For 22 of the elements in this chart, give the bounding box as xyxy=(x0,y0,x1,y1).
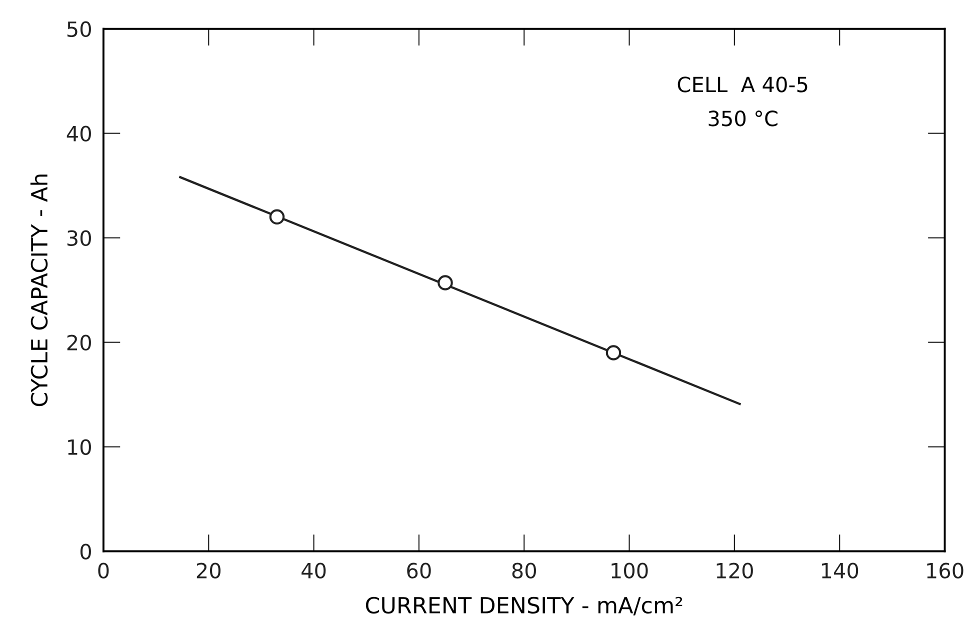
point xyxy=(606,345,622,360)
y-tick-label: 20 xyxy=(67,334,91,351)
y-tick-label: 10 xyxy=(68,439,91,455)
x-tick-label: 80 xyxy=(512,562,536,578)
x-tick-label: 0 xyxy=(98,562,109,578)
point xyxy=(438,275,453,290)
y-tick-label: 30 xyxy=(67,230,91,246)
y-axis-title: CYCLE CAPACITY - Ah xyxy=(30,174,48,406)
y-tick-label: 50 xyxy=(67,21,91,38)
y-tick-label: 40 xyxy=(66,126,91,142)
x-tick-label: 140 xyxy=(822,562,858,578)
point xyxy=(269,209,285,225)
x-tick-label: 20 xyxy=(196,562,220,578)
x-tick-label: 100 xyxy=(612,562,648,578)
x-axis-title: CURRENT DENSITY - mA/cm² xyxy=(366,596,682,616)
x-tick-label: 160 xyxy=(927,562,964,578)
y-tick-label: 0 xyxy=(80,544,91,560)
x-tick-label: 120 xyxy=(716,562,753,578)
annotation: 350 °C xyxy=(708,110,778,126)
x-tick-label: 60 xyxy=(407,562,431,578)
annotation: CELL A 40-5 xyxy=(678,76,808,92)
x-tick-label: 40 xyxy=(302,562,326,578)
